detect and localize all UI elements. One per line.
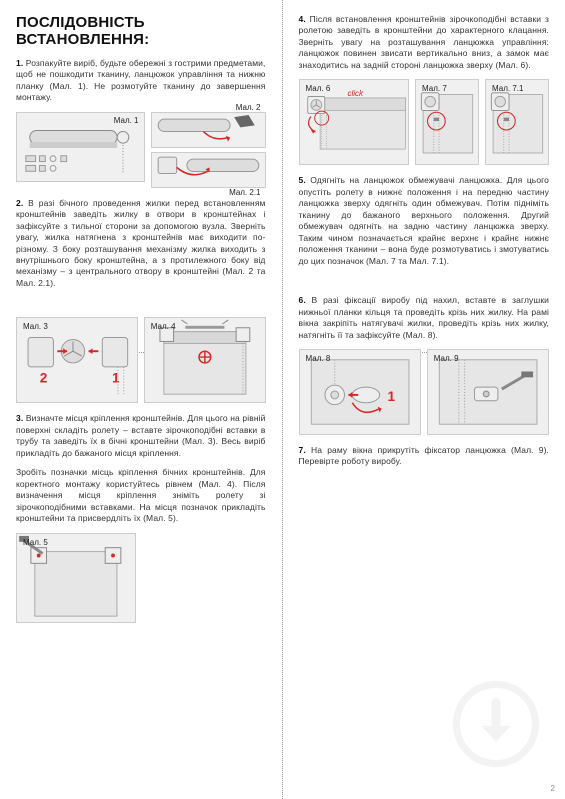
figure-7: Мал. 7 <box>415 79 479 165</box>
figure-3: Мал. 3 2 1 <box>16 317 138 403</box>
figure-1-label: Мал. 1 <box>112 115 141 126</box>
step-5-text: 5. Одягніть на ланцюжок обмежувачі ланцю… <box>299 175 550 267</box>
step-1-text: 1. Розпакуйте виріб, будьте обережні з г… <box>16 58 266 104</box>
figure-5: Мал. 5 <box>16 533 136 623</box>
figure-7-label: Мал. 7 <box>420 83 449 94</box>
figure-6-badge: click <box>346 88 366 99</box>
right-column: 4. Після встановлення кронштейнів зірочк… <box>283 0 565 799</box>
figure-4: Мал. 4 <box>144 317 266 403</box>
figure-row-4: Мал. 6 click Мал. 7 <box>299 79 550 165</box>
step-4-text: 4. Після встановлення кронштейнів зірочк… <box>299 14 550 71</box>
figure-2-label: Мал. 2 <box>234 102 263 113</box>
figure-6-label: Мал. 6 <box>304 83 333 94</box>
svg-text:2: 2 <box>40 371 48 386</box>
figure-5-label: Мал. 5 <box>21 537 50 548</box>
figure-3-label: Мал. 3 <box>21 321 50 332</box>
watermark-icon <box>451 679 541 769</box>
step-3b-text: Зробіть позначки місць кріплення бічних … <box>16 467 266 524</box>
figure-row-5: Мал. 8 1 Мал. 9 <box>299 349 550 435</box>
svg-text:1: 1 <box>387 389 395 404</box>
figure-2: Мал. 2 <box>151 112 266 148</box>
step-2-text: 2. В разі бічного проведення жилки перед… <box>16 198 266 290</box>
step-7-text: 7. На раму вікна прикрутіть фіксатор лан… <box>299 445 550 468</box>
figure-row-1: Мал. 1 Мал. 2 <box>16 112 266 188</box>
figure-9: Мал. 9 <box>427 349 549 435</box>
page-number: 2 <box>551 784 555 793</box>
figure-6: Мал. 6 click <box>299 79 410 165</box>
figure-row-2: Мал. 3 2 1 Мал. 4 <box>16 317 266 403</box>
svg-text:1: 1 <box>112 371 120 386</box>
figure-9-label: Мал. 9 <box>432 353 461 364</box>
figure-2-1-label: Мал. 2.1 <box>227 187 262 198</box>
step-6-text: 6. В разі фіксації виробу під нахил, вст… <box>299 295 550 341</box>
figure-8-label: Мал. 8 <box>304 353 333 364</box>
figure-row-3: Мал. 5 <box>16 533 266 623</box>
figure-2-1: Мал. 2.1 <box>151 152 266 188</box>
figure-1: Мал. 1 <box>16 112 145 182</box>
figure-4-label: Мал. 4 <box>149 321 178 332</box>
figure-8: Мал. 8 1 <box>299 349 421 435</box>
page-title: ПОСЛІДОВНІСТЬ ВСТАНОВЛЕННЯ: <box>16 14 266 48</box>
left-column: ПОСЛІДОВНІСТЬ ВСТАНОВЛЕННЯ: 1. Розпакуйт… <box>0 0 283 799</box>
figure-7-1: Мал. 7.1 <box>485 79 549 165</box>
step-3a-text: 3. Визначте місця кріплення кронштейнів.… <box>16 413 266 459</box>
figure-7-1-label: Мал. 7.1 <box>490 83 525 94</box>
